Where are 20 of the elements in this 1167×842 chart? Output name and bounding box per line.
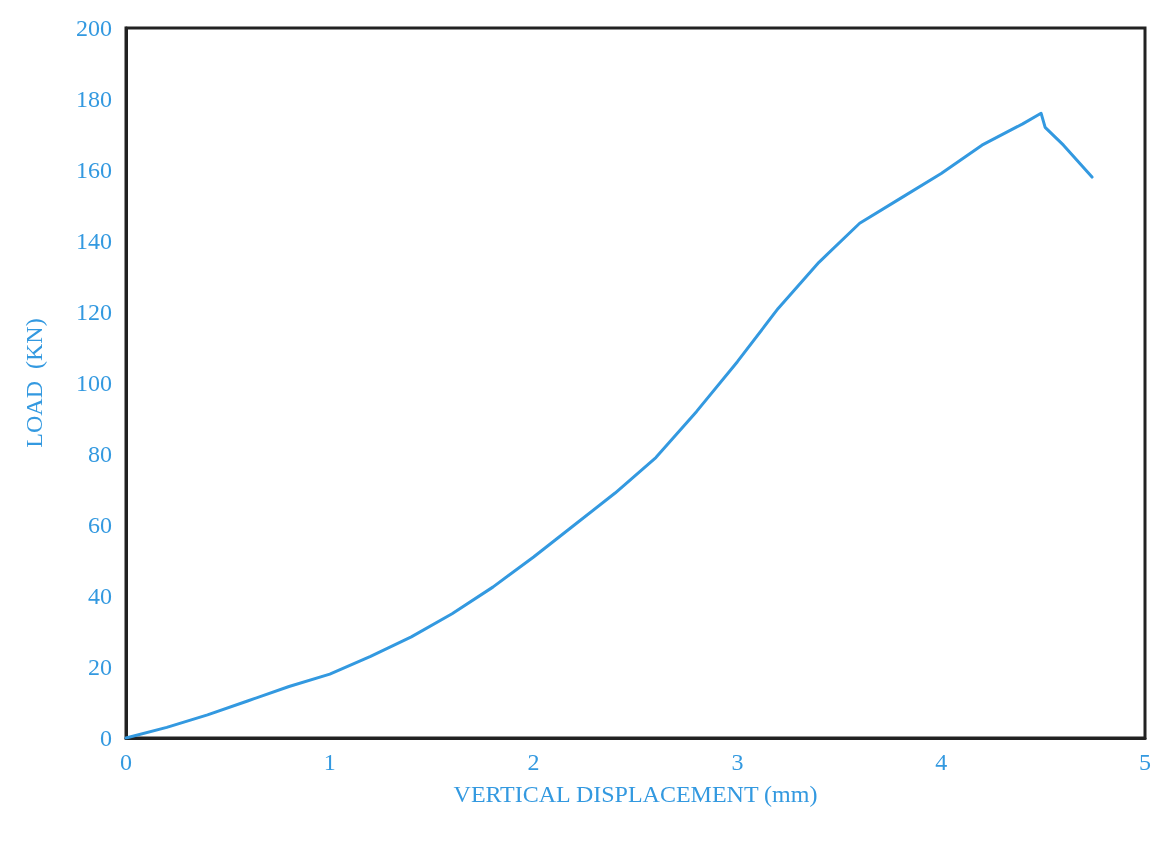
line-series [124, 111, 1094, 740]
y-tick-label: 80 [88, 441, 112, 467]
x-tick-label: 4 [935, 749, 948, 775]
y-tick-label: 180 [76, 86, 112, 112]
y-tick-label: 120 [76, 299, 112, 325]
y-tick-label: 0 [100, 725, 112, 751]
x-axis-title: VERTICAL DISPLACEMENT (mm) [453, 781, 818, 807]
x-tick-label: 1 [323, 749, 336, 775]
x-tick-label: 0 [120, 749, 132, 775]
y-tick-label: 60 [88, 512, 112, 538]
x-tick-label: 2 [527, 749, 540, 775]
y-tick-label: 40 [88, 583, 112, 609]
y-tick-label: 140 [76, 228, 112, 254]
y-tick-label: 160 [76, 157, 112, 183]
x-tick-label: 5 [1139, 749, 1151, 775]
y-tick-label: 200 [76, 15, 112, 41]
y-axis-title: LOAD (KN) [21, 318, 47, 448]
y-tick-label: 20 [88, 654, 112, 680]
x-tick-label: 3 [731, 749, 744, 775]
y-tick-label: 100 [76, 370, 112, 396]
